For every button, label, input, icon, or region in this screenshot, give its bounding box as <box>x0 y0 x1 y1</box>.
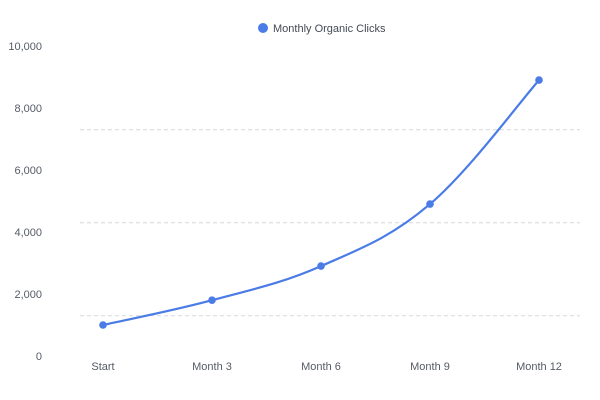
y-tick-label: 8,000 <box>14 103 42 115</box>
series-line-monthly-organic-clicks <box>102 79 540 327</box>
legend-swatch <box>258 23 268 33</box>
y-axis: 0 2,000 4,000 6,000 8,000 10,000 <box>8 41 42 363</box>
y-tick-label: 6,000 <box>14 165 42 177</box>
data-point-month-6[interactable] <box>317 262 325 270</box>
x-tick-label: Month 6 <box>301 361 341 373</box>
x-tick-label: Month 12 <box>516 361 562 373</box>
x-tick-label: Start <box>91 361 114 373</box>
x-tick-label: Month 3 <box>192 361 232 373</box>
data-point-start[interactable] <box>99 321 107 329</box>
y-tick-label: 4,000 <box>14 227 42 239</box>
y-tick-label: 0 <box>36 351 42 363</box>
legend-label: Monthly Organic Clicks <box>273 23 386 35</box>
y-tick-label: 10,000 <box>8 41 42 53</box>
series-layer <box>99 76 543 329</box>
x-tick-label: Month 9 <box>410 361 450 373</box>
data-point-month-12[interactable] <box>535 76 543 84</box>
y-tick-label: 2,000 <box>14 289 42 301</box>
data-point-month-9[interactable] <box>426 200 434 208</box>
data-point-month-3[interactable] <box>208 296 216 305</box>
legend[interactable]: Monthly Organic Clicks <box>258 23 386 35</box>
x-axis: Start Month 3 Month 6 Month 9 Month 12 <box>91 361 562 373</box>
gridlines <box>80 129 580 317</box>
